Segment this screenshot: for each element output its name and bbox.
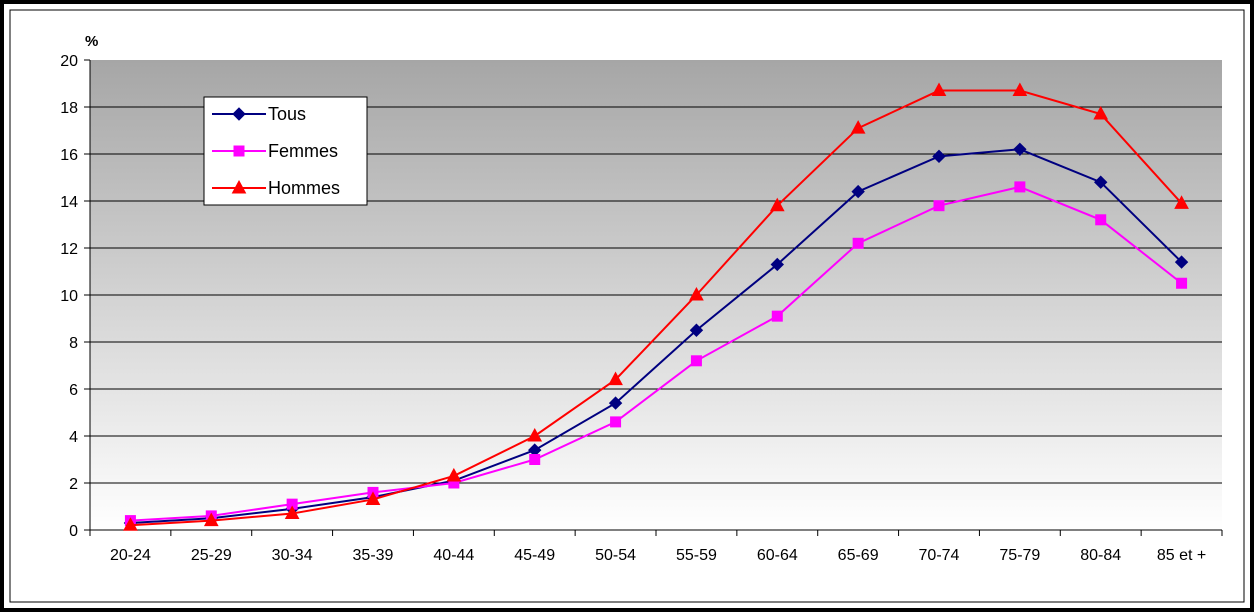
data-point-hommes: [1012, 82, 1028, 97]
legend-item-femmes: Femmes: [212, 141, 338, 161]
y-tick-label: 10: [60, 288, 78, 305]
x-tick-label: 40-44: [433, 547, 474, 564]
data-point-femmes: [690, 355, 702, 367]
y-tick-label: 20: [60, 53, 78, 70]
data-point-hommes: [608, 371, 623, 386]
y-tick-label: 18: [60, 100, 78, 117]
legend-label-hommes: Hommes: [268, 178, 340, 198]
y-tick-label: 14: [60, 194, 78, 211]
data-point-hommes: [1093, 106, 1109, 120]
legend-label-femmes: Femmes: [268, 141, 338, 161]
y-tick-label: 6: [69, 382, 78, 399]
data-point-tous: [689, 323, 704, 337]
data-point-tous: [1013, 142, 1027, 157]
legend-marker-tous: [232, 107, 246, 121]
data-point-hommes: [446, 467, 462, 482]
data-point-tous: [608, 396, 623, 410]
data-point-hommes: [1174, 195, 1189, 209]
data-point-tous: [1174, 255, 1189, 269]
x-tick-label: 65-69: [838, 547, 879, 564]
data-point-femmes: [610, 416, 622, 428]
x-tick-label: 60-64: [757, 547, 798, 564]
y-tick-label: 8: [69, 335, 78, 352]
y-tick-label: 16: [60, 147, 78, 164]
series-line-femmes: [130, 185, 1183, 522]
x-tick-label: 50-54: [595, 547, 636, 564]
y-tick-label: 2: [69, 476, 78, 493]
data-point-femmes: [852, 237, 864, 249]
legend-item-hommes: Hommes: [212, 178, 340, 198]
data-point-hommes: [203, 512, 219, 527]
data-point-femmes: [529, 454, 541, 465]
data-point-hommes: [527, 427, 543, 442]
data-point-tous: [932, 149, 946, 164]
x-tick-label: 30-34: [272, 547, 313, 564]
x-tick-label: 75-79: [999, 547, 1040, 564]
data-point-femmes: [1014, 181, 1026, 193]
series-line-hommes: [130, 89, 1183, 527]
data-point-hommes: [365, 491, 381, 505]
series-hommes: [123, 82, 1189, 531]
data-point-hommes: [769, 197, 785, 212]
data-point-femmes: [1095, 214, 1107, 226]
data-point-femmes: [771, 310, 783, 322]
y-axis: 0 2 4 6 8 10 12 14 16 18 20: [60, 53, 91, 540]
series-layer: [123, 82, 1189, 531]
y-tick-label: 12: [60, 241, 78, 258]
legend-marker-femmes: [233, 145, 245, 157]
data-point-femmes: [933, 200, 945, 212]
data-point-hommes: [123, 517, 138, 531]
x-tick-label: 55-59: [676, 547, 717, 564]
data-point-hommes: [931, 82, 947, 97]
x-tick-label: 35-39: [353, 547, 394, 564]
legend: Tous Femmes Hommes: [203, 96, 368, 206]
data-point-hommes: [850, 120, 866, 134]
y-tick-label: 0: [69, 523, 78, 540]
x-tick-label: 45-49: [514, 547, 555, 564]
x-axis: 20-24 25-29 30-34 35-39 40-44 45-49 50-54 55-59…: [89, 529, 1223, 564]
x-tick-label: 70-74: [919, 547, 960, 564]
data-point-hommes: [284, 505, 300, 520]
inner-border: [9, 9, 1245, 603]
data-point-tous: [851, 184, 865, 199]
series-line-tous: [130, 148, 1183, 524]
y-tick-label: 4: [69, 429, 78, 446]
x-tick-label: 25-29: [191, 547, 232, 564]
legend-item-tous: Tous: [212, 104, 306, 124]
data-point-hommes: [689, 286, 704, 301]
data-point-femmes: [1176, 277, 1188, 289]
x-tick-label: 80-84: [1080, 547, 1121, 564]
data-point-tous: [770, 257, 784, 272]
data-point-tous: [1094, 175, 1108, 189]
x-tick-label: 85 et +: [1157, 547, 1206, 564]
y-axis-unit-label: %: [85, 33, 98, 50]
x-tick-label: 20-24: [110, 547, 151, 564]
legend-marker-hommes: [231, 179, 247, 194]
legend-label-tous: Tous: [268, 104, 306, 124]
